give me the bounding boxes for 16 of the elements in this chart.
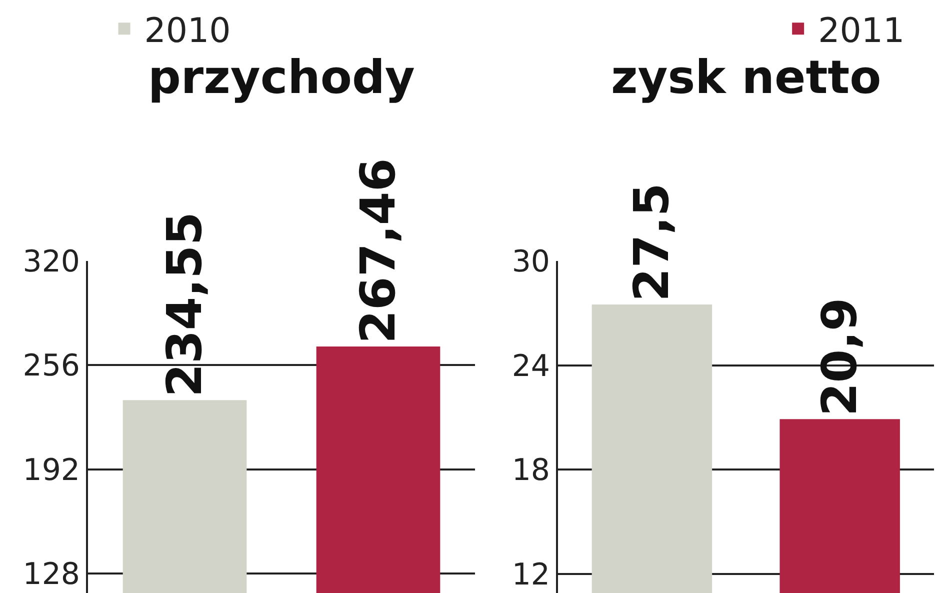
data-label: 267,46 [350,158,406,344]
y-tick-label: 30 [512,244,550,280]
y-tick-label: 320 [22,244,80,280]
legend-label: 2011 [818,10,905,51]
legend-label: 2010 [144,10,231,51]
y-tick-label: 12 [512,557,550,592]
data-label: 20,9 [812,298,868,416]
y-tick-label: 24 [512,348,550,384]
chart-title: przychody [148,50,415,104]
chart-title: zysk netto [611,50,882,104]
y-tick-label: 192 [22,452,80,488]
data-label: 234,55 [156,212,213,398]
y-tick-label: 18 [512,453,550,488]
y-tick-label: 128 [22,556,80,592]
y-tick-label: 256 [22,348,80,384]
data-label: 27,5 [624,183,680,302]
